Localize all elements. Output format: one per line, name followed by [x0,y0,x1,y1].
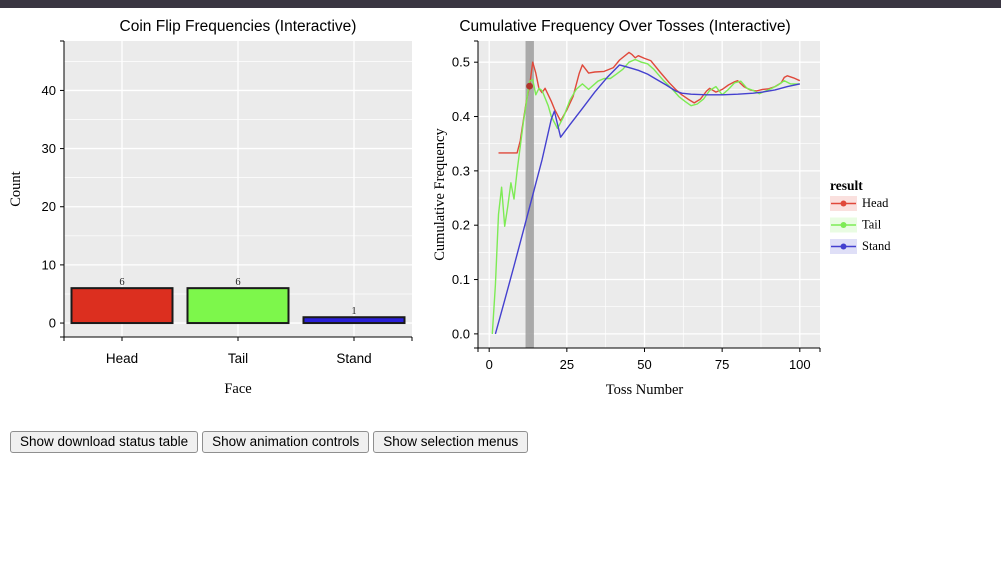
bar-value-label: 6 [235,277,240,288]
y-axis-title: Count [8,171,24,206]
y-tick-label: 0.5 [452,55,470,70]
show-selection-menus-button[interactable]: Show selection menus [373,431,529,453]
top-accent-bar [0,0,1001,8]
x-axis-title: Face [224,381,251,397]
y-tick-label: 0.1 [452,272,470,287]
legend-key-dot [840,222,847,228]
y-tick-label: 30 [42,141,56,156]
x-tick-label: 0 [486,357,493,372]
y-tick-label: 10 [42,257,56,272]
legend-entry-label: Head [862,196,889,210]
x-tick-label: 25 [560,357,574,372]
x-tick-label: 50 [637,357,651,372]
figure-toggle-buttons: Show download status table Show animatio… [10,431,529,453]
show-animation-controls-button[interactable]: Show animation controls [202,431,370,453]
series-line-stand [494,64,800,335]
line-chart-canvas[interactable]: 0.0 0.1 0.2 0.3 0.4 0.5 0 25 50 75 100 Cumulative F… [430,10,1001,425]
y-axis-title: Cumulative Frequency [432,128,448,261]
series-line-tail [491,58,800,334]
y-tick-label: 0.0 [452,326,470,341]
y-tick-label: 0.4 [452,109,470,124]
current-toss-highlight-band [525,41,534,348]
bar-head [70,287,174,325]
y-tick-label: 20 [42,199,56,214]
x-tick-label: Tail [228,351,248,366]
chart-title: Coin Flip Frequencies (Interactive) [120,18,357,35]
legend-title: result [830,178,863,193]
y-tick-label: 0 [49,316,56,331]
bar-stand [302,316,406,325]
y-tick-label: 0.2 [452,218,470,233]
legend-entry-label: Tail [862,218,882,232]
x-tick-label: 75 [715,357,729,372]
line-chart-figure[interactable]: 0.0 0.1 0.2 0.3 0.4 0.5 0 25 50 75 100 Cumulative F… [430,10,1001,430]
x-tick-label: 100 [789,357,811,372]
bar-value-label: 6 [119,277,124,288]
legend-entry-label: Stand [862,239,891,253]
y-tick-label: 40 [42,83,56,98]
x-tick-label: Stand [336,351,371,366]
bar-chart-figure[interactable]: 6 6 1 0 10 20 30 40 Head Tail Stand Coin Flip Frequ… [2,10,432,430]
x-axis-title: Toss Number [606,382,684,398]
bar-tail [186,287,290,325]
bar-value-label: 1 [351,306,356,317]
legend-key-dot [840,243,847,250]
x-tick-label: Head [106,351,138,366]
animation-marker-dot [526,82,533,90]
chart-title: Cumulative Frequency Over Tosses (Intera… [459,18,790,35]
legend-key-dot [840,200,847,207]
y-tick-label: 0.3 [452,163,470,178]
show-download-status-table-button[interactable]: Show download status table [10,431,199,453]
